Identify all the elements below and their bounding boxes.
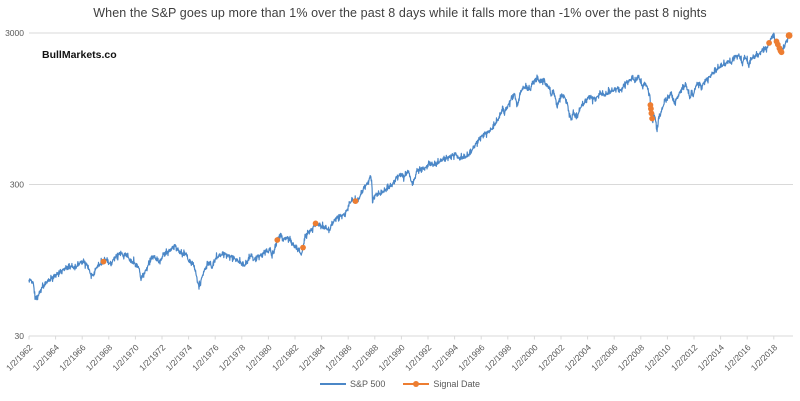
x-axis-label: 1/2/2014 <box>696 342 727 373</box>
x-axis-label: 1/2/1978 <box>217 342 248 373</box>
signal-marker <box>648 110 655 117</box>
x-axis-label: 1/2/2004 <box>563 342 594 373</box>
x-axis-label: 1/2/1972 <box>137 342 168 373</box>
x-axis-label: 1/2/1996 <box>456 342 487 373</box>
x-axis-label: 1/2/1988 <box>350 342 381 373</box>
watermark-bullmarkets: BullMarkets.co <box>42 49 117 61</box>
sp500-line <box>28 32 790 301</box>
signal-marker <box>649 115 655 122</box>
signal-marker <box>778 49 785 56</box>
legend-item-signal-date: Signal Date <box>403 379 480 389</box>
x-axis-label: 1/2/1968 <box>84 342 115 373</box>
x-axis-label: 1/2/1994 <box>430 342 461 373</box>
signal-marker <box>274 237 281 243</box>
y-axis-label-3000: 3000 <box>5 28 24 38</box>
x-axis-label: 1/2/2010 <box>642 342 673 373</box>
x-axis-label: 1/2/2008 <box>616 342 647 373</box>
x-axis-label: 1/2/1982 <box>270 342 301 373</box>
chart-legend: S&P 500 Signal Date <box>0 379 800 389</box>
x-axis-label: 1/2/1990 <box>376 342 407 373</box>
x-axis-label: 1/2/2006 <box>589 342 620 373</box>
chart-title: When the S&P goes up more than 1% over t… <box>93 6 707 20</box>
x-axis-label: 1/2/2002 <box>536 342 567 373</box>
x-axis-label: 1/2/1998 <box>483 342 514 373</box>
signal-date-markers <box>100 32 793 265</box>
x-axis-label: 1/2/2000 <box>509 342 540 373</box>
x-axis-label: 1/2/1986 <box>323 342 354 373</box>
x-axis-label: 1/2/2016 <box>722 342 753 373</box>
x-axis-label: 1/2/1974 <box>164 342 195 373</box>
x-axis-label: 1/2/2018 <box>749 342 780 373</box>
x-axis-label: 1/2/1966 <box>57 342 88 373</box>
signal-marker <box>352 198 359 205</box>
x-axis-label: 1/2/1964 <box>31 342 62 373</box>
x-axis-label: 1/2/1970 <box>110 342 141 373</box>
legend-label-sp500: S&P 500 <box>350 379 386 389</box>
signal-marker <box>300 244 306 251</box>
signal-date-line-sample <box>403 381 430 387</box>
legend-item-sp500: S&P 500 <box>320 379 385 389</box>
signal-marker <box>312 220 319 227</box>
y-axis-label-30: 30 <box>15 331 25 341</box>
signal-marker <box>766 40 772 46</box>
x-axis-label: 1/2/1962 <box>4 342 35 373</box>
signal-marker <box>100 258 107 265</box>
x-axis-label: 1/2/1980 <box>243 342 274 373</box>
sp500-line-sample <box>320 383 347 385</box>
signal-marker <box>648 105 654 112</box>
legend-label-signal-date: Signal Date <box>433 379 480 389</box>
signal-marker <box>785 32 793 39</box>
y-axis-label-300: 300 <box>10 180 24 190</box>
signal-date-marker-dot <box>413 381 420 387</box>
x-axis-label: 1/2/1984 <box>297 342 328 373</box>
x-axis-label: 1/2/2012 <box>669 342 700 373</box>
x-axis-label: 1/2/1992 <box>403 342 434 373</box>
x-axis-label: 1/2/1976 <box>190 342 221 373</box>
